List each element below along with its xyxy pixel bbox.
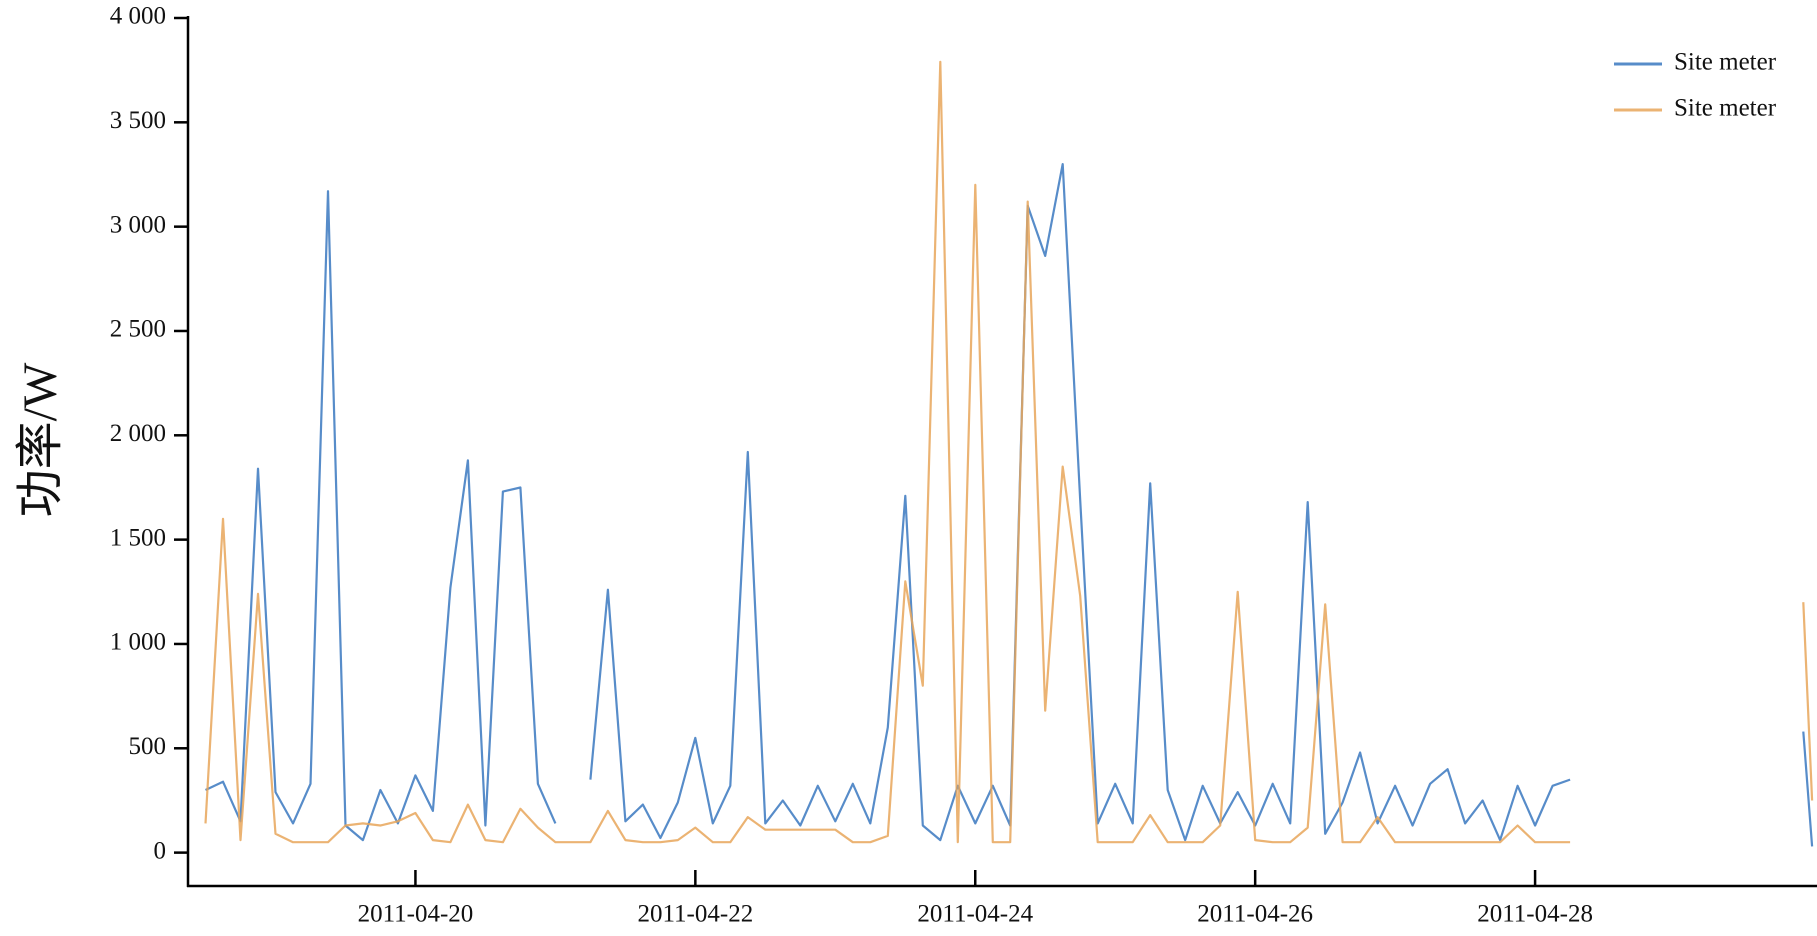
legend-label: Site meter <box>1674 49 1777 76</box>
x-tick-label: 2011-04-20 <box>358 901 474 928</box>
y-tick-label: 1 000 <box>110 629 166 656</box>
x-tick-label: 2011-04-28 <box>1477 901 1593 928</box>
x-tick-label: 2011-04-22 <box>637 901 753 928</box>
y-tick-label: 1 500 <box>110 524 166 551</box>
y-tick-label: 3 000 <box>110 211 166 238</box>
y-tick-label: 3 500 <box>110 107 166 134</box>
y-tick-label: 4 000 <box>110 3 166 30</box>
y-tick-label: 0 <box>154 837 167 864</box>
y-tick-label: 2 000 <box>110 420 166 447</box>
y-tick-label: 500 <box>129 733 167 760</box>
legend-label: Site meter <box>1674 95 1777 122</box>
y-axis-label: 功率/W <box>14 362 67 517</box>
x-tick-label: 2011-04-24 <box>917 901 1033 928</box>
y-tick-label: 2 500 <box>110 316 166 343</box>
x-tick-label: 2011-04-26 <box>1197 901 1313 928</box>
series-line <box>205 163 1814 847</box>
series-line <box>204 60 1814 844</box>
